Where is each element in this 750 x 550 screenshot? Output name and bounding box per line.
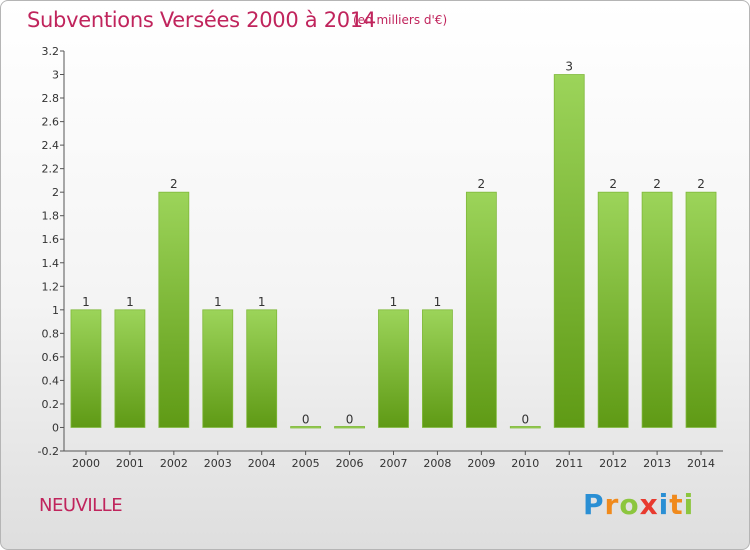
value-label: 1 xyxy=(390,295,398,309)
bar xyxy=(378,309,409,428)
bar xyxy=(334,426,365,429)
y-tick-label: 1.6 xyxy=(42,233,60,246)
value-label: 1 xyxy=(82,295,90,309)
logo-letter: t xyxy=(669,488,684,521)
value-label: 2 xyxy=(697,177,705,191)
y-tick-label: 0.2 xyxy=(42,398,60,411)
value-label: 1 xyxy=(258,295,266,309)
y-axis: -0.2 0 0.2 0.4 0.6 0.8 1 1.2 1.4 1.6 1.8 2 2.2 2.4 2.6… xyxy=(38,45,65,458)
value-label: 2 xyxy=(478,177,486,191)
bar xyxy=(465,191,497,428)
value-label: 0 xyxy=(302,412,310,426)
y-tick-label: 3 xyxy=(52,69,59,82)
x-tick-label: 2006 xyxy=(336,457,364,470)
x-tick-label: 2001 xyxy=(116,457,144,470)
logo-letter: o xyxy=(619,488,640,521)
bar xyxy=(158,191,190,428)
y-tick-label: 1.4 xyxy=(42,257,60,270)
y-tick-label: 1.8 xyxy=(42,210,60,223)
logo-letter: i xyxy=(683,488,695,521)
logo-letter: r xyxy=(604,488,620,521)
bar xyxy=(509,426,541,429)
y-tick-label: 2 xyxy=(52,186,59,199)
chart-subtitle: (en milliers d'€) xyxy=(353,13,448,27)
x-tick-label: 2013 xyxy=(643,457,671,470)
logo-letter: P xyxy=(583,488,605,521)
value-label: 3 xyxy=(565,60,573,74)
x-tick-label: 2003 xyxy=(204,457,232,470)
value-label: 0 xyxy=(521,412,529,426)
x-tick-label: 2002 xyxy=(160,457,188,470)
x-tick-label: 2005 xyxy=(292,457,320,470)
bar xyxy=(290,426,322,429)
x-tick-label: 2012 xyxy=(599,457,627,470)
x-tick-label: 2009 xyxy=(467,457,495,470)
y-tick-label: 1 xyxy=(52,304,59,317)
value-label: 1 xyxy=(434,295,442,309)
commune-name: NEUVILLE xyxy=(39,495,123,516)
x-axis: 2000 2001 2002 2003 2004 2005 2006 2007 2008 2009… xyxy=(64,450,723,470)
y-tick-label: 0 xyxy=(52,421,59,434)
value-label: 1 xyxy=(126,295,134,309)
x-tick-label: 2004 xyxy=(248,457,276,470)
y-tick-label: 3.2 xyxy=(42,45,60,58)
x-tick-label: 2000 xyxy=(72,457,100,470)
proxiti-logo: Proxiti xyxy=(583,488,694,521)
x-tick-label: 2014 xyxy=(687,457,715,470)
y-tick-label: 2.6 xyxy=(42,116,60,129)
y-tick-label: -0.2 xyxy=(38,445,59,458)
y-tick-label: 1.2 xyxy=(42,280,60,293)
bar xyxy=(597,191,629,428)
logo-letter: x xyxy=(639,488,659,521)
bar xyxy=(422,309,453,428)
value-label: 2 xyxy=(653,177,661,191)
value-label: 0 xyxy=(346,412,354,426)
x-tick-label: 2010 xyxy=(511,457,539,470)
bar xyxy=(114,309,146,428)
x-tick-label: 2008 xyxy=(423,457,451,470)
value-label: 1 xyxy=(214,295,222,309)
x-tick-label: 2007 xyxy=(380,457,408,470)
value-labels: 1 1 2 1 1 0 0 1 1 2 0 3 2 2 2 xyxy=(82,60,705,427)
y-tick-label: 0.4 xyxy=(42,374,60,387)
bar xyxy=(70,309,102,428)
y-tick-label: 2.4 xyxy=(42,139,60,152)
x-tick-label: 2011 xyxy=(555,457,583,470)
chart-title: Subventions Versées 2000 à 2014 xyxy=(27,8,376,32)
value-label: 2 xyxy=(170,177,178,191)
bar xyxy=(202,309,234,428)
y-tick-label: 2.2 xyxy=(42,163,60,176)
y-tick-label: 2.8 xyxy=(42,92,60,105)
bar xyxy=(246,309,278,428)
bar xyxy=(641,191,673,428)
value-label: 2 xyxy=(609,177,617,191)
bar xyxy=(685,191,717,428)
logo-letter: i xyxy=(658,488,670,521)
bar xyxy=(553,74,585,428)
bars xyxy=(70,74,717,429)
y-tick-label: 0.8 xyxy=(42,327,60,340)
y-tick-label: 0.6 xyxy=(42,351,60,364)
